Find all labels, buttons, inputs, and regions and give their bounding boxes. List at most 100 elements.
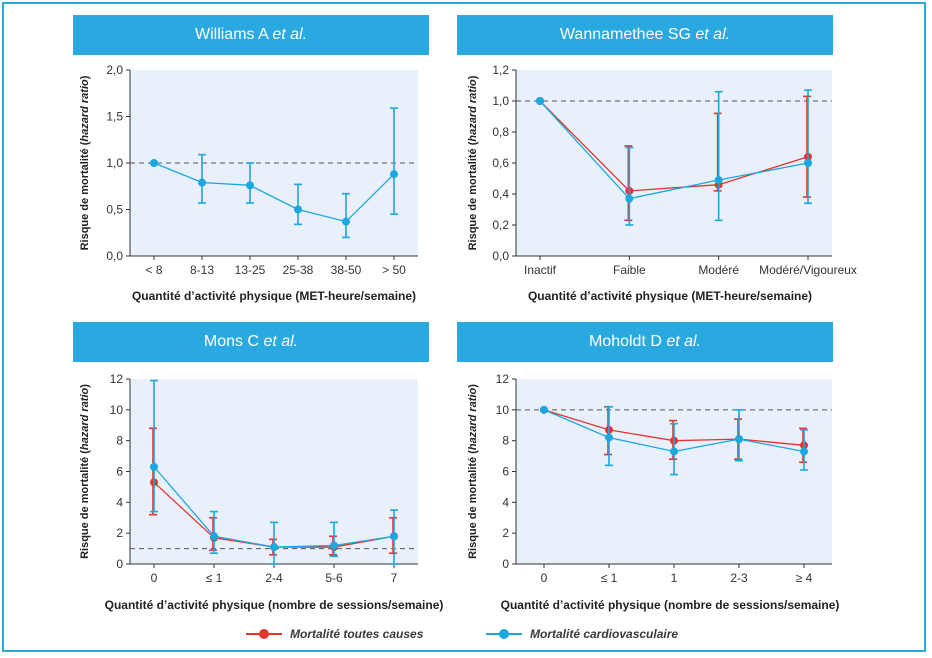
x-tick-label: 38-50: [331, 263, 362, 277]
panel-title-main: Moholdt D: [588, 333, 667, 350]
data-point-blue: [330, 541, 338, 550]
legend-all-cause: Mortalité toutes causes: [246, 624, 446, 644]
data-point-blue: [625, 194, 634, 203]
series-line-blue: [153, 162, 395, 223]
data-point-blue: [390, 532, 398, 541]
chart-3: 0 2 4 6 8 10 12 0 ≤ 1 1 2-3 ≥ 4 Quantité d’activité …: [467, 372, 839, 612]
data-point-blue: [804, 159, 812, 167]
data-point-blue: [270, 543, 278, 552]
y-tick-label: 4: [502, 495, 509, 509]
y-tick-label: 6: [502, 465, 509, 479]
y-tick-label: 1,0: [106, 156, 123, 170]
y-tick-label: 12: [110, 372, 124, 386]
y-axis-label-end: ): [79, 384, 91, 388]
x-tick-label: 8-13: [190, 263, 214, 277]
x-tick-label: 5-6: [325, 571, 343, 585]
x-tick-label: 7: [391, 571, 398, 585]
data-point-blue: [536, 97, 544, 105]
y-axis-label: Risque de mortalité (hazard ratio): [79, 75, 91, 250]
panel-title-em: et al.: [263, 333, 299, 350]
x-tick-label: ≤ 1: [601, 571, 618, 585]
series-line-red: [539, 100, 809, 192]
x-tick-label: 2-4: [265, 571, 283, 585]
x-tick-label: > 50: [382, 263, 406, 277]
panel-title-williams: Williams A et al.: [73, 15, 429, 55]
x-tick-label: ≥ 4: [796, 571, 813, 585]
data-point-blue: [150, 462, 158, 471]
y-tick-label: 10: [496, 403, 510, 417]
y-tick-label: 2,0: [106, 63, 123, 77]
panel-title-em: et al.: [666, 333, 702, 350]
y-tick-label: 4: [116, 495, 123, 509]
y-tick-label: 8: [116, 434, 123, 448]
y-tick-label: 0,0: [492, 249, 509, 263]
y-tick-label: 1,0: [492, 94, 509, 108]
panel-title-moholdt: Moholdt D et al.: [457, 322, 833, 362]
y-tick-label: 1,5: [106, 110, 123, 124]
chart-0: 0,0 0,5 1,0 1,5 2,0 < 8 8-13 13-25 25-38 38-50 > 5…: [79, 63, 418, 303]
data-point-blue: [735, 435, 743, 444]
data-point-blue: [670, 447, 678, 456]
chart-2: 0 2 4 6 8 10 12 0 ≤ 1 2-4 5-6 7 Quantité d’activité …: [79, 372, 443, 612]
y-axis-label: Risque de mortalité (hazard ratio): [467, 75, 479, 250]
plot-area: [516, 70, 832, 256]
panel-title-wannamethee: Wannamethee SG et al.: [457, 15, 833, 55]
series-line-blue: [539, 100, 809, 200]
x-tick-label: 25-38: [283, 263, 314, 277]
y-tick-label: 2: [116, 526, 123, 540]
data-point-blue: [540, 405, 548, 414]
x-tick-label: Faible: [613, 263, 646, 277]
panel-title-main: Mons C: [203, 333, 264, 350]
legend-label-all-cause: Mortalité toutes causes: [290, 627, 424, 641]
y-tick-label: 2: [502, 526, 509, 540]
y-axis-label-end: ): [467, 384, 479, 388]
x-axis-label: Quantité d’activité physique (MET-heure/…: [528, 289, 812, 303]
y-axis-label-em: hazard ratio: [79, 79, 91, 142]
y-axis-label: Risque de mortalité (hazard ratio): [79, 384, 91, 559]
panel-title-mons: Mons C et al.: [73, 322, 429, 362]
legend-marker-blue: [499, 629, 509, 639]
data-point-blue: [800, 447, 808, 456]
legend-label-cardio: Mortalité cardiovasculaire: [530, 627, 679, 641]
x-tick-label: 1: [671, 571, 678, 585]
x-tick-label: Modéré/Vigoureux: [759, 263, 857, 277]
y-axis-label-main: Risque de mortalité (: [79, 450, 91, 559]
y-tick-label: 0,4: [492, 187, 509, 201]
y-axis-label-em: hazard ratio: [467, 79, 479, 142]
chart-1: 0,0 0,2 0,4 0,6 0,8 1,0 1,2 Inactif Faible Modéré…: [467, 63, 857, 303]
y-axis-label-main: Risque de mortalité (: [467, 450, 479, 559]
panel-title-em: et al.: [272, 26, 308, 43]
y-tick-label: 0,5: [106, 203, 123, 217]
data-point-blue: [390, 170, 398, 179]
x-axis-label: Quantité d’activité physique (nombre de …: [501, 598, 840, 612]
y-tick-label: 10: [110, 403, 124, 417]
y-axis-label: Risque de mortalité (hazard ratio): [467, 384, 479, 559]
y-tick-label: 12: [496, 372, 510, 386]
data-point-blue: [294, 205, 302, 214]
y-axis-label-end: ): [467, 75, 479, 79]
x-tick-label: < 8: [145, 263, 162, 277]
panel-title-main: Williams A: [194, 26, 273, 43]
y-axis-label-main: Risque de mortalité (: [467, 141, 479, 250]
y-axis-label-end: ): [79, 75, 91, 79]
x-tick-label: 13-25: [235, 263, 266, 277]
legend-cardio: Mortalité cardiovasculaire: [486, 624, 716, 644]
data-point-blue: [246, 181, 254, 190]
panel-title-em: et al.: [695, 26, 731, 43]
y-axis-label-main: Risque de mortalité (: [79, 141, 91, 250]
x-tick-label: ≤ 1: [206, 571, 223, 585]
legend-marker-red: [259, 629, 269, 639]
y-tick-label: 0,8: [492, 125, 509, 139]
data-point-blue: [150, 159, 158, 167]
data-point-blue: [605, 433, 613, 442]
x-tick-label: 0: [541, 571, 548, 585]
x-tick-label: Modéré: [698, 263, 739, 277]
x-axis-label: Quantité d’activité physique (nombre de …: [105, 598, 444, 612]
y-tick-label: 0: [116, 557, 123, 571]
x-tick-label: Inactif: [524, 263, 557, 277]
y-tick-label: 0,6: [492, 156, 509, 170]
x-axis-label: Quantité d’activité physique (MET-heure/…: [132, 289, 416, 303]
y-axis-label-em: hazard ratio: [79, 387, 91, 450]
y-tick-label: 1,2: [492, 63, 509, 77]
